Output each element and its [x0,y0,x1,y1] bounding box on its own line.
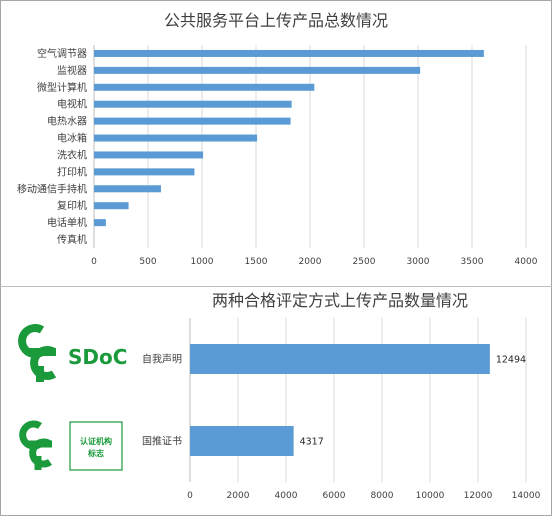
category-label: 空气调节器 [37,47,87,60]
category-label: 电话单机 [47,216,87,229]
category-label: 传真机 [57,233,87,246]
x-tick-label: 14000 [512,491,541,501]
bar [94,100,292,108]
category-label: 复印机 [57,199,87,212]
x-tick-label: 6000 [323,491,346,501]
x-tick-label: 1500 [245,257,268,267]
x-tick-label: 2000 [227,491,250,501]
sdoc-logo: SDoC [18,324,127,382]
panel-divider [0,286,552,287]
chart2-title: 两种合格评定方式上传产品数量情况 [212,291,468,310]
category-label: 电冰箱 [57,132,87,145]
x-tick-label: 0 [187,491,193,501]
bar [190,426,294,456]
bar [94,117,291,125]
x-tick-label: 3500 [461,257,484,267]
category-label: 电热水器 [47,115,87,128]
cert-logo-line1: 认证机构 [80,436,112,446]
bar [94,202,129,210]
x-tick-label: 2500 [353,257,376,267]
category-label: 移动通信手持机 [17,182,87,195]
category-label: 洗衣机 [57,148,87,161]
bar [190,344,490,374]
category-label: 国推证书 [142,435,182,448]
bar-data-label: 4317 [300,437,324,448]
bar [94,168,195,176]
x-tick-label: 3000 [407,257,430,267]
bar-data-label: 12494 [496,355,526,366]
x-tick-label: 1000 [191,257,214,267]
bar [94,185,161,193]
category-label: 电视机 [57,98,87,111]
cert-logo-line2: 标志 [87,448,104,458]
category-label: 监视器 [57,64,87,77]
bar [94,66,421,74]
category-label: 自我声明 [142,353,182,366]
bar [94,83,315,91]
x-tick-label: 10000 [416,491,445,501]
x-tick-label: 4000 [275,491,298,501]
certification-mark-logo: 认证机构 标志 [19,420,123,471]
sdoc-logo-text: SDoC [68,345,127,369]
bar [94,49,484,57]
x-tick-label: 12000 [464,491,493,501]
category-label: 微型计算机 [37,81,87,94]
category-label: 打印机 [57,165,87,178]
bar [94,219,106,227]
x-tick-label: 8000 [371,491,394,501]
bar [94,151,204,159]
chart-product-totals: 公共服务平台上传产品总数情况 空气调节器监视器微型计算机电视机电热水器电冰箱洗衣… [17,11,538,267]
x-tick-label: 500 [139,257,156,267]
x-tick-label: 4000 [515,257,538,267]
chart1-title: 公共服务平台上传产品总数情况 [164,11,388,30]
bar [94,134,258,142]
x-tick-label: 2000 [299,257,322,267]
x-tick-label: 0 [91,257,97,267]
